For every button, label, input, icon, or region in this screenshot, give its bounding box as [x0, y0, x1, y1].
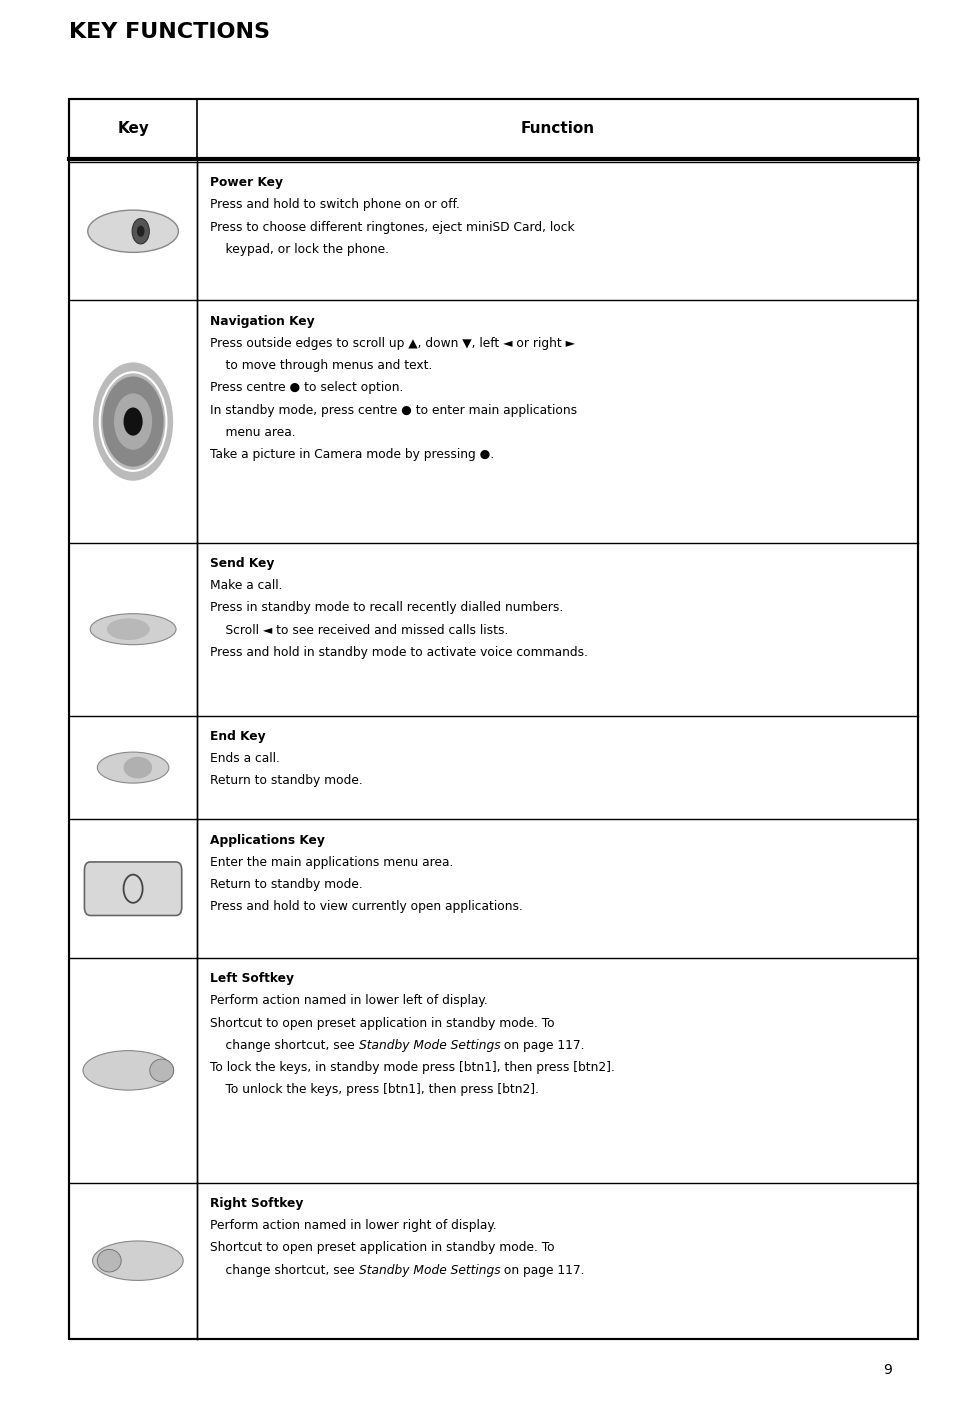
- Text: Shortcut to open preset application in standby mode. To: Shortcut to open preset application in s…: [210, 1241, 554, 1254]
- Ellipse shape: [97, 752, 169, 783]
- Text: Return to standby mode.: Return to standby mode.: [210, 878, 362, 890]
- Circle shape: [113, 393, 152, 449]
- Circle shape: [132, 218, 149, 244]
- Text: Make a call.: Make a call.: [210, 579, 282, 592]
- Text: change shortcut, see: change shortcut, see: [210, 1264, 358, 1277]
- Ellipse shape: [97, 1250, 121, 1272]
- Text: Press to choose different ringtones, eject miniSD Card, lock: Press to choose different ringtones, eje…: [210, 221, 574, 234]
- Ellipse shape: [92, 1241, 183, 1281]
- Text: Press centre ● to select option.: Press centre ● to select option.: [210, 382, 403, 395]
- Text: End Key: End Key: [210, 730, 265, 743]
- Text: Ends a call.: Ends a call.: [210, 752, 279, 765]
- Text: Power Key: Power Key: [210, 176, 283, 189]
- Text: on page 117.: on page 117.: [499, 1264, 584, 1277]
- Text: change shortcut, see: change shortcut, see: [210, 1038, 358, 1051]
- Ellipse shape: [150, 1060, 173, 1082]
- Text: Press and hold to switch phone on or off.: Press and hold to switch phone on or off…: [210, 199, 459, 211]
- Text: menu area.: menu area.: [210, 426, 295, 438]
- Text: Standby Mode Settings: Standby Mode Settings: [358, 1038, 499, 1051]
- Text: KEY FUNCTIONS: KEY FUNCTIONS: [69, 23, 270, 42]
- Text: keypad, or lock the phone.: keypad, or lock the phone.: [210, 242, 389, 256]
- Ellipse shape: [90, 614, 175, 645]
- Text: Navigation Key: Navigation Key: [210, 314, 314, 327]
- Ellipse shape: [123, 757, 152, 778]
- Text: To lock the keys, in standby mode press [btn1], then press [btn2].: To lock the keys, in standby mode press …: [210, 1061, 614, 1074]
- Text: Key: Key: [117, 121, 149, 137]
- Text: Return to standby mode.: Return to standby mode.: [210, 775, 362, 788]
- Ellipse shape: [83, 1051, 173, 1091]
- Text: Send Key: Send Key: [210, 557, 274, 569]
- Text: 9: 9: [882, 1363, 891, 1377]
- Circle shape: [92, 362, 172, 480]
- Text: Press outside edges to scroll up ▲, down ▼, left ◄ or right ►: Press outside edges to scroll up ▲, down…: [210, 337, 575, 349]
- Circle shape: [137, 225, 145, 237]
- Bar: [69, 99, 917, 1339]
- Bar: [69, 99, 917, 1339]
- Text: Applications Key: Applications Key: [210, 834, 324, 847]
- Text: to move through menus and text.: to move through menus and text.: [210, 359, 432, 372]
- Text: Standby Mode Settings: Standby Mode Settings: [358, 1264, 499, 1277]
- Circle shape: [102, 376, 163, 466]
- Text: Right Softkey: Right Softkey: [210, 1196, 303, 1210]
- Ellipse shape: [107, 619, 150, 640]
- Text: Function: Function: [520, 121, 594, 137]
- Ellipse shape: [88, 210, 178, 252]
- Text: Shortcut to open preset application in standby mode. To: Shortcut to open preset application in s…: [210, 1016, 554, 1030]
- Circle shape: [123, 407, 142, 435]
- Text: Take a picture in Camera mode by pressing ●.: Take a picture in Camera mode by pressin…: [210, 448, 494, 461]
- Text: In standby mode, press centre ● to enter main applications: In standby mode, press centre ● to enter…: [210, 403, 577, 417]
- Text: Left Softkey: Left Softkey: [210, 972, 294, 985]
- Text: Perform action named in lower left of display.: Perform action named in lower left of di…: [210, 995, 487, 1007]
- Text: Press and hold to view currently open applications.: Press and hold to view currently open ap…: [210, 900, 522, 913]
- Text: Press in standby mode to recall recently dialled numbers.: Press in standby mode to recall recently…: [210, 602, 562, 614]
- Text: Perform action named in lower right of display.: Perform action named in lower right of d…: [210, 1219, 497, 1233]
- Text: Scroll ◄ to see received and missed calls lists.: Scroll ◄ to see received and missed call…: [210, 624, 508, 637]
- Text: Enter the main applications menu area.: Enter the main applications menu area.: [210, 855, 453, 869]
- Text: on page 117.: on page 117.: [499, 1038, 584, 1051]
- Text: Press and hold in standby mode to activate voice commands.: Press and hold in standby mode to activa…: [210, 645, 587, 659]
- FancyBboxPatch shape: [84, 862, 181, 916]
- Text: To unlock the keys, press [btn1], then press [btn2].: To unlock the keys, press [btn1], then p…: [210, 1084, 538, 1096]
